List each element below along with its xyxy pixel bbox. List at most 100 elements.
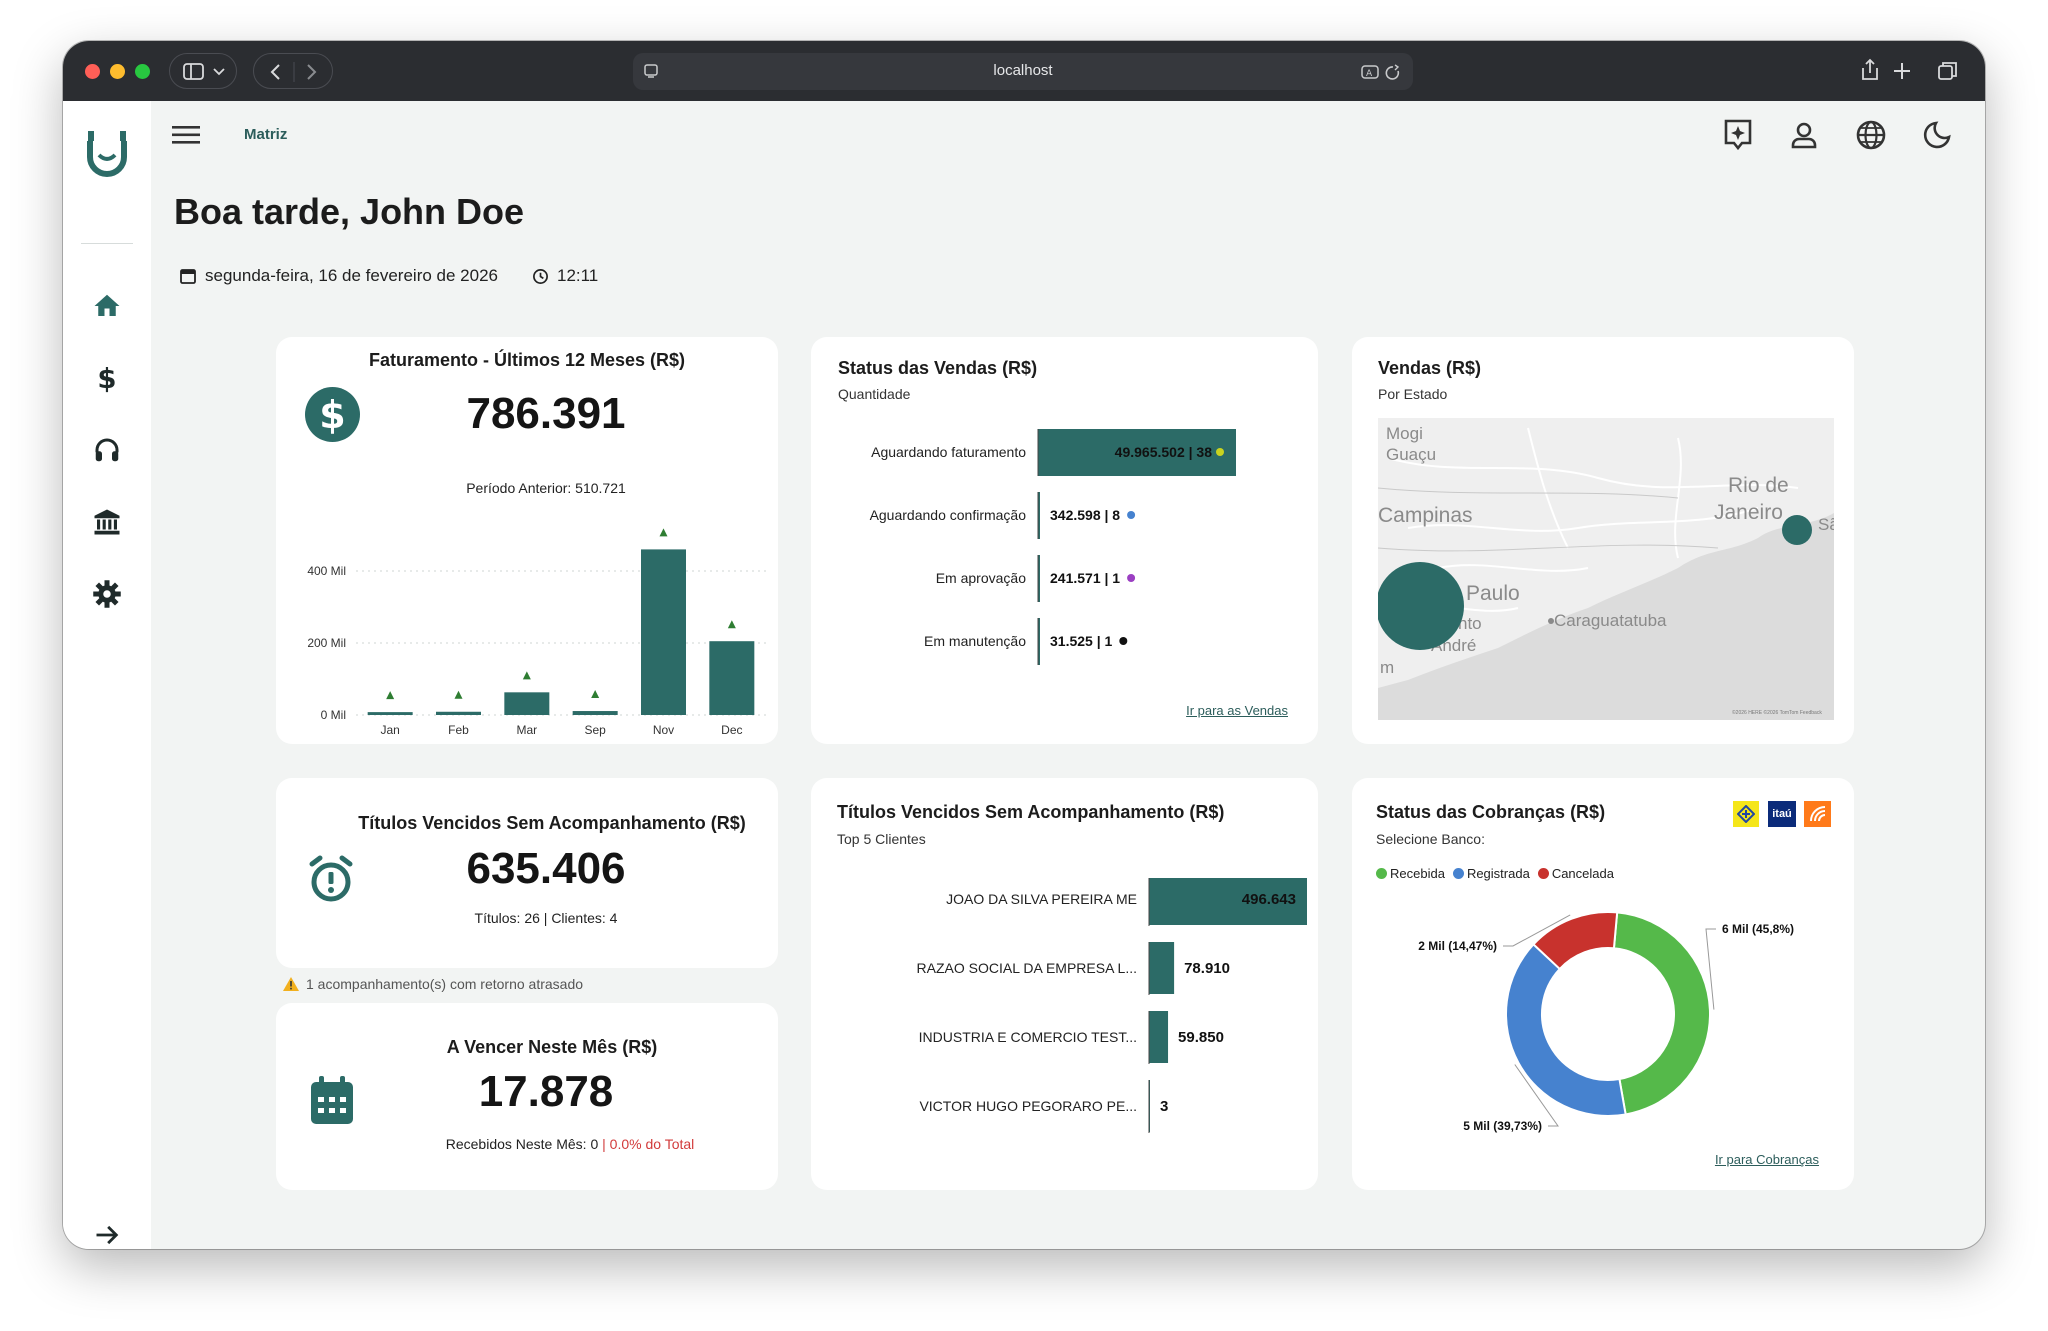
value-label: 342.598 | 8 [1050,507,1120,523]
legend-item[interactable]: Registrada [1452,866,1530,881]
a-vencer-detail: Recebidos Neste Mês: 0 [445,1136,599,1152]
browser-toolbar: localhost A [63,41,1985,101]
sidebar-expand-button[interactable] [87,1215,127,1249]
category-label: Aguardando faturamento [871,444,1026,460]
bar[interactable] [436,711,481,715]
dollar-circle-icon: $ [305,387,360,442]
category-label: JOAO DA SILVA PEREIRA ME [946,891,1137,907]
inter-logo-icon [1809,806,1825,822]
sidebar-item-financeiro[interactable]: $ [87,358,127,398]
top-clientes-title: Títulos Vencidos Sem Acompanhamento (R$) [837,802,1225,822]
value-label: 78.910 [1184,960,1230,977]
sidebar-item-configuracoes[interactable] [87,574,127,614]
map-label: Sã [1818,515,1834,534]
legend-swatch [1376,868,1387,879]
user-icon [1791,122,1817,149]
sidebar-item-suporte[interactable] [87,430,127,470]
bar[interactable] [709,641,755,715]
bar[interactable] [367,712,413,715]
clock-icon [533,268,548,284]
cobrancas-title: Status das Cobranças (R$) [1376,802,1606,822]
sales-map[interactable]: Mogi Guaçu Campinas Rio de Janeiro Sã Pa… [1378,418,1834,720]
app-logo[interactable] [82,129,132,179]
bar[interactable] [504,692,550,715]
slice-label: 5 Mil (39,73%) [1463,1119,1542,1133]
itau-logo-text: itaú [1772,808,1792,820]
trend-up-marker [727,620,736,629]
map-label: nto [1458,614,1482,633]
language-button[interactable] [1853,117,1889,153]
bank-itau-button[interactable]: itaú [1768,801,1796,827]
bank-inter-button[interactable] [1804,801,1831,827]
close-window-button[interactable] [85,64,100,79]
cobrancas-donut-chart: 6 Mil (45,8%) 5 Mil (39,73%) 2 Mil (14,47%… [1418,911,1794,1133]
bar[interactable] [1038,555,1040,602]
a-vencer-detail-line: Recebidos Neste Mês: 0 | 0.0% do Total [276,1136,778,1152]
sidebar-item-banco[interactable] [87,502,127,542]
donut-slice[interactable] [1612,911,1712,1116]
value-label: 31.525 | 1 [1050,633,1113,649]
top-clientes-chart: JOAO DA SILVA PEREIRA ME 496.643 RAZAO SOC… [917,878,1307,1133]
theme-toggle-button[interactable] [1919,117,1955,153]
y-tick-label: 400 Mil [307,564,346,578]
zoom-window-button[interactable] [135,64,150,79]
legend-item[interactable]: Recebida [1376,866,1445,881]
bar[interactable] [1038,492,1040,539]
overdue-warning: 1 acompanhamento(s) com retorno atrasado [282,976,583,992]
translate-reload-icon[interactable]: A [1361,63,1401,81]
bar[interactable] [1149,942,1175,994]
bar[interactable] [1038,429,1236,476]
value-label: 496.643 [1242,891,1296,908]
faturamento-title: Faturamento - Últimos 12 Meses (R$) [368,350,686,370]
banco-do-brasil-logo-icon [1737,805,1755,823]
legend-item[interactable]: Cancelada [1537,866,1614,881]
breadcrumb[interactable]: Matriz [244,126,288,143]
vendas-link[interactable]: Ir para as Vendas [1186,703,1288,718]
headset-icon [95,438,119,462]
map-label: Mogi [1386,424,1423,443]
trend-up-marker [591,690,600,699]
bank-icon [94,509,120,535]
minimize-window-button[interactable] [110,64,125,79]
bar[interactable] [572,711,618,715]
status-vendas-chart: Aguardando faturamento 49.965.502 | 38 Agu… [870,429,1236,665]
back-forward-icon[interactable] [254,54,334,90]
cobrancas-link[interactable]: Ir para Cobranças [1714,1152,1819,1167]
cobrancas-card: Status das Cobranças (R$) Selecione Banc… [1352,778,1854,1190]
sidebar-toggle-button[interactable] [169,53,237,89]
value-label: 59.850 [1178,1029,1224,1046]
slice-label: 2 Mil (14,47%) [1418,939,1497,953]
donut-slice[interactable] [1505,942,1627,1117]
sidebar-icon [183,63,225,80]
bank-banco-do-brasil-button[interactable] [1733,801,1759,827]
bar[interactable] [641,549,686,715]
status-dot [1119,637,1128,645]
x-tick-label: Nov [653,723,674,737]
status-vendas-card: Status das Vendas (R$) Quantidade Aguard… [811,337,1318,744]
y-tick-label: 0 Mil [321,708,346,722]
moon-icon [1923,121,1951,149]
rio-de-janeiro-bubble[interactable] [1782,515,1812,545]
trend-up-marker [454,690,463,699]
share-newtab-tabs-icons[interactable] [1855,53,1975,89]
sidebar-item-home[interactable] [87,286,127,326]
bar[interactable] [1149,878,1307,925]
bar[interactable] [1149,1011,1169,1063]
a-vencer-value: 17.878 [478,1067,614,1116]
y-tick-label: 200 Mil [307,636,346,650]
menu-button[interactable] [168,117,204,153]
donut-slice[interactable] [1532,911,1619,971]
category-label: RAZAO SOCIAL DA EMPRESA L... [917,960,1137,976]
user-button[interactable] [1786,117,1822,153]
value-label: 241.571 | 1 [1050,570,1120,586]
address-bar[interactable]: localhost A [633,53,1413,90]
arrow-right-icon [96,1225,119,1245]
map-label: Rio de [1728,474,1789,497]
vendas-estado-subtitle: Por Estado [1378,386,1448,402]
ai-assistant-button[interactable] [1720,117,1756,153]
map-label: m [1380,658,1394,677]
top-clientes-subtitle: Top 5 Clientes [837,831,926,847]
bar[interactable] [1038,618,1040,665]
sao-paulo-bubble[interactable] [1378,562,1464,650]
date-time-line: segunda-feira, 16 de fevereiro de 2026 1… [179,266,598,286]
